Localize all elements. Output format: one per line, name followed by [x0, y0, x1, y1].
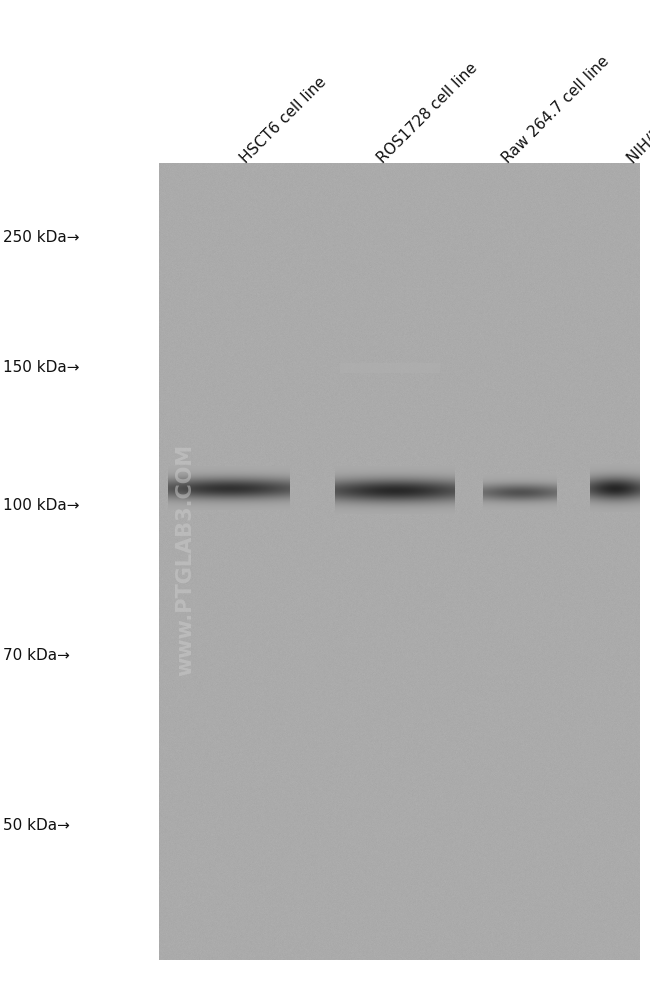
Text: NIH/3T3 cell line: NIH/3T3 cell line: [625, 67, 650, 166]
Text: HSCT6 cell line: HSCT6 cell line: [237, 74, 330, 166]
Text: 100 kDa→: 100 kDa→: [3, 497, 80, 512]
Text: 150 kDa→: 150 kDa→: [3, 361, 80, 376]
Text: www.PTGLAB3.COM: www.PTGLAB3.COM: [175, 444, 195, 676]
Text: 50 kDa→: 50 kDa→: [3, 818, 70, 833]
Text: ROS1728 cell line: ROS1728 cell line: [374, 60, 480, 166]
Text: 70 kDa→: 70 kDa→: [3, 648, 70, 663]
Text: 250 kDa→: 250 kDa→: [3, 230, 80, 245]
Text: Raw 264.7 cell line: Raw 264.7 cell line: [499, 53, 612, 166]
